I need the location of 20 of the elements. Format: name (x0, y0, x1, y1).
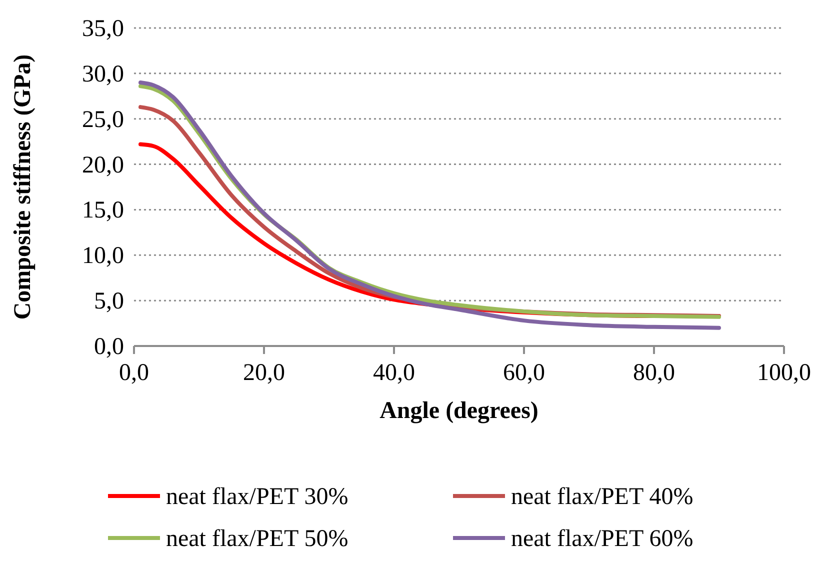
y-tick-label: 5,0 (94, 288, 124, 315)
x-axis-title: Angle (degrees) (380, 398, 538, 424)
x-tick-label: 100,0 (757, 360, 811, 386)
y-tick-label: 35,0 (82, 16, 124, 42)
y-tick-label: 10,0 (82, 243, 124, 270)
y-tick-label: 25,0 (82, 106, 124, 133)
legend-label: neat flax/PET 40% (511, 484, 694, 510)
legend-label: neat flax/PET 60% (511, 526, 694, 552)
x-tick-label: 20,0 (243, 360, 285, 386)
y-tick-label: 30,0 (82, 61, 124, 88)
x-tick-label: 40,0 (373, 360, 415, 386)
y-tick-label: 0,0 (94, 334, 124, 360)
legend-label: neat flax/PET 50% (166, 526, 348, 552)
x-tick-label: 60,0 (503, 360, 545, 386)
y-tick-label: 20,0 (82, 152, 124, 178)
y-tick-label: 15,0 (82, 198, 124, 224)
legend-label: neat flax/PET 30% (166, 484, 348, 510)
y-axis-title: Composite stiffness (GPa) (10, 54, 36, 320)
x-tick-label: 0,0 (119, 360, 149, 386)
x-tick-label: 80,0 (633, 360, 675, 386)
